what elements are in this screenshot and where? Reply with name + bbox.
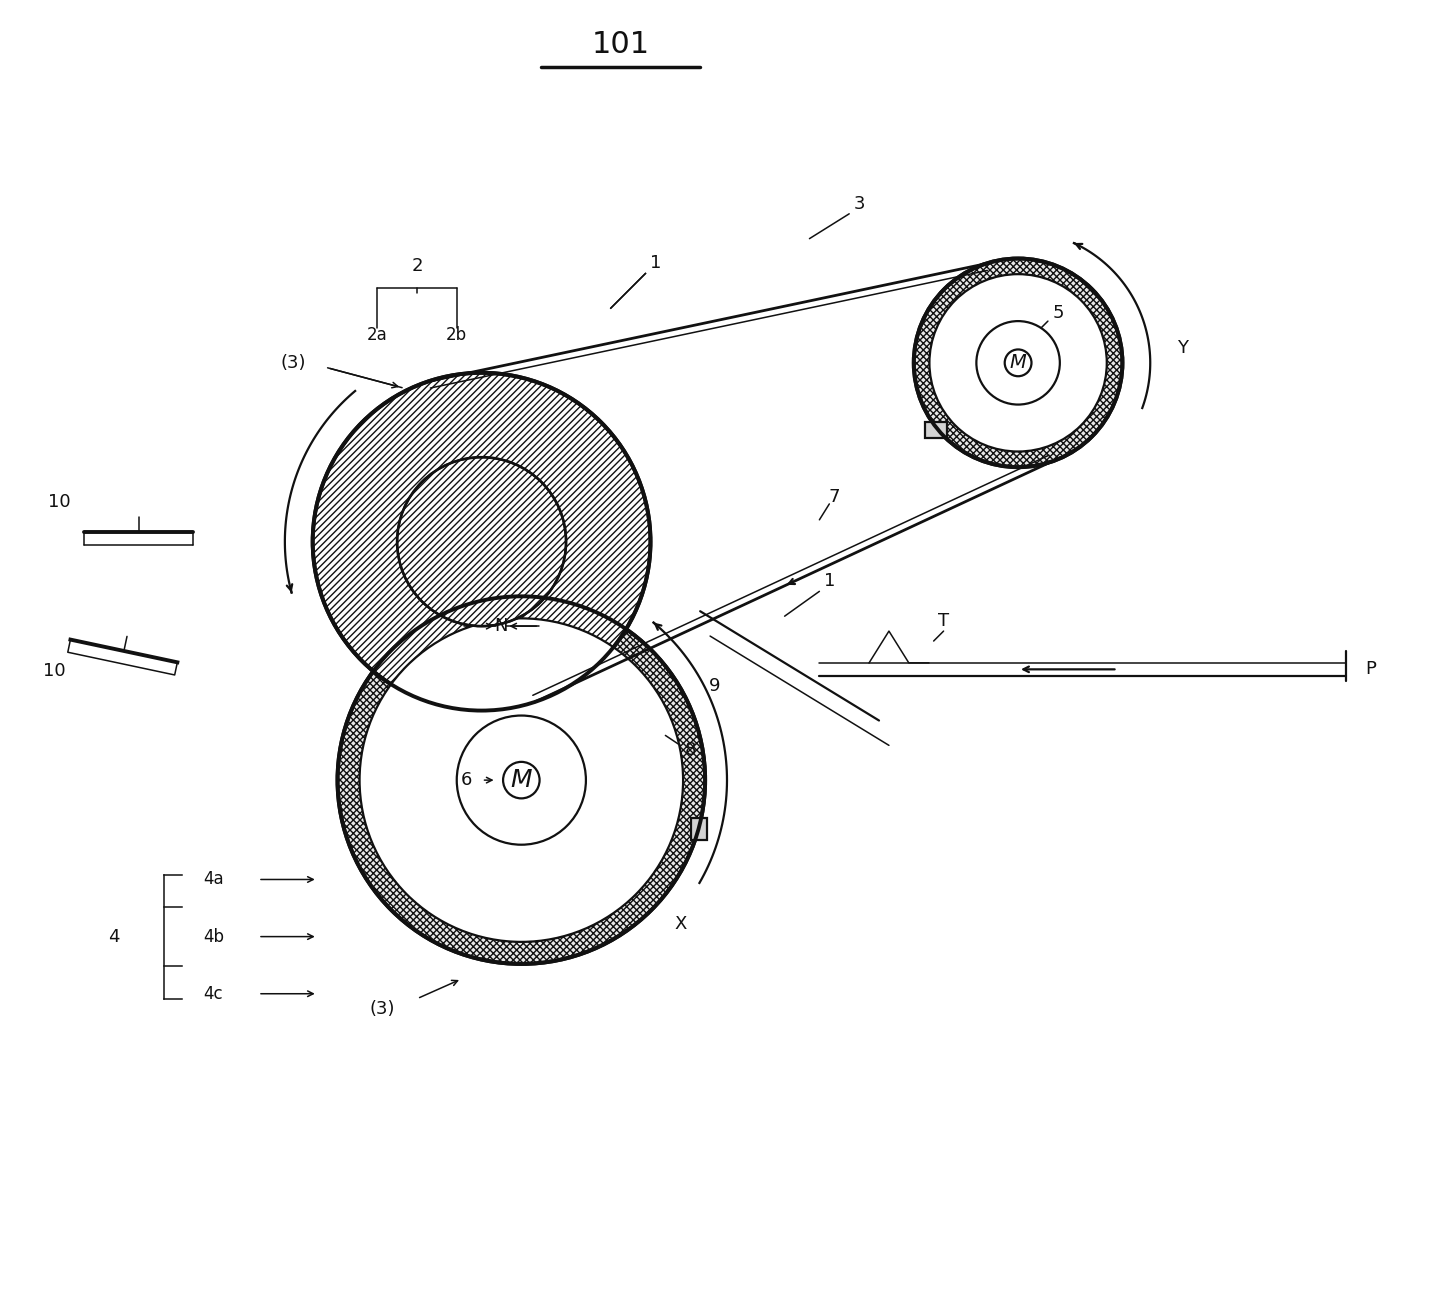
FancyBboxPatch shape — [691, 817, 707, 839]
Text: M: M — [511, 768, 531, 793]
Text: 101: 101 — [591, 31, 649, 59]
Text: 4a: 4a — [203, 870, 224, 888]
Circle shape — [337, 596, 706, 964]
Circle shape — [312, 373, 650, 710]
Text: T: T — [938, 612, 950, 630]
Text: M: M — [1009, 354, 1027, 372]
Text: (3): (3) — [280, 354, 305, 372]
Text: 4b: 4b — [203, 928, 225, 945]
Text: Y: Y — [1176, 340, 1188, 356]
Text: 3: 3 — [854, 195, 865, 213]
Text: 6: 6 — [460, 771, 472, 789]
Text: P: P — [1365, 660, 1376, 678]
Text: 10: 10 — [48, 493, 71, 511]
FancyBboxPatch shape — [925, 422, 947, 438]
Circle shape — [398, 457, 566, 626]
Text: X: X — [674, 915, 687, 933]
Circle shape — [976, 321, 1060, 404]
Text: 4c: 4c — [203, 985, 224, 1003]
Text: 1: 1 — [650, 254, 661, 272]
Text: 1: 1 — [823, 572, 835, 590]
Text: 9: 9 — [710, 676, 720, 695]
Text: 2a: 2a — [367, 327, 388, 343]
Circle shape — [457, 715, 587, 844]
Text: 10: 10 — [44, 662, 65, 680]
Circle shape — [913, 258, 1122, 467]
Circle shape — [360, 618, 682, 942]
Text: (3): (3) — [369, 999, 395, 1017]
Text: 2b: 2b — [446, 327, 468, 343]
Text: 4: 4 — [109, 928, 119, 945]
Text: N: N — [495, 617, 508, 635]
Text: 7: 7 — [829, 488, 841, 506]
Text: 5: 5 — [1053, 305, 1064, 323]
Text: 2: 2 — [411, 257, 423, 275]
Circle shape — [929, 274, 1106, 452]
Text: 8: 8 — [684, 741, 696, 759]
